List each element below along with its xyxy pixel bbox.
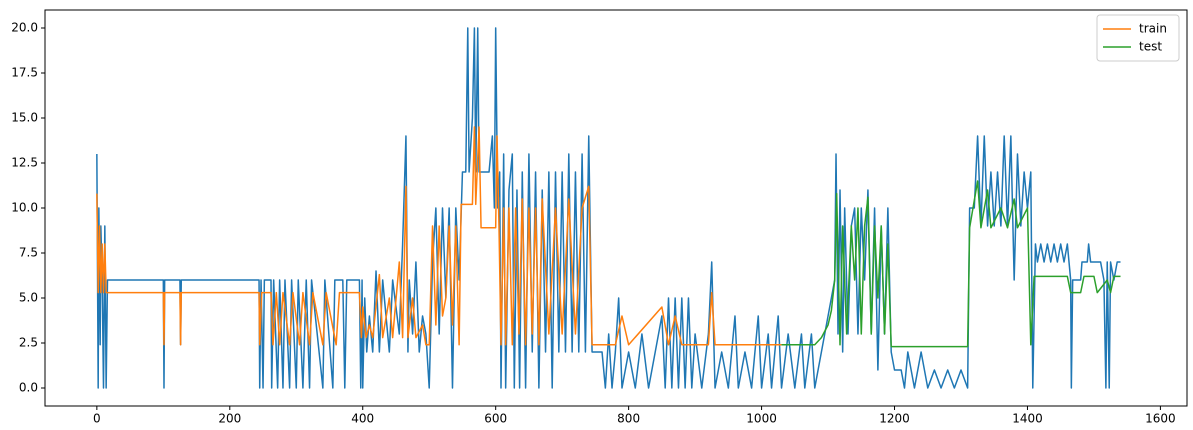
line-series <box>96 27 1121 389</box>
x-tick-label: 1600 <box>1145 412 1176 426</box>
y-tick-label: 2.5 <box>19 336 38 350</box>
y-tick-label: 10.0 <box>11 201 38 215</box>
legend-box <box>1096 14 1180 62</box>
y-tick-label: 15.0 <box>11 111 38 125</box>
line-series <box>96 126 782 346</box>
legend-label: train <box>1139 22 1167 36</box>
x-tick-label: 800 <box>617 412 640 426</box>
line-series <box>781 180 1121 348</box>
y-tick-label: 20.0 <box>11 21 38 35</box>
y-tick-label: 7.5 <box>19 246 38 260</box>
y-tick-label: 17.5 <box>11 66 38 80</box>
y-tick-label: 0.0 <box>19 381 38 395</box>
y-tick-label: 12.5 <box>11 156 38 170</box>
y-tick-label: 5.0 <box>19 291 38 305</box>
x-tick-label: 1200 <box>879 412 910 426</box>
x-tick-label: 1400 <box>1012 412 1043 426</box>
x-tick-label: 600 <box>484 412 507 426</box>
x-tick-label: 400 <box>351 412 374 426</box>
legend-label: test <box>1139 40 1162 54</box>
x-tick-label: 200 <box>218 412 241 426</box>
x-tick-label: 0 <box>93 412 101 426</box>
x-tick-label: 1000 <box>746 412 777 426</box>
